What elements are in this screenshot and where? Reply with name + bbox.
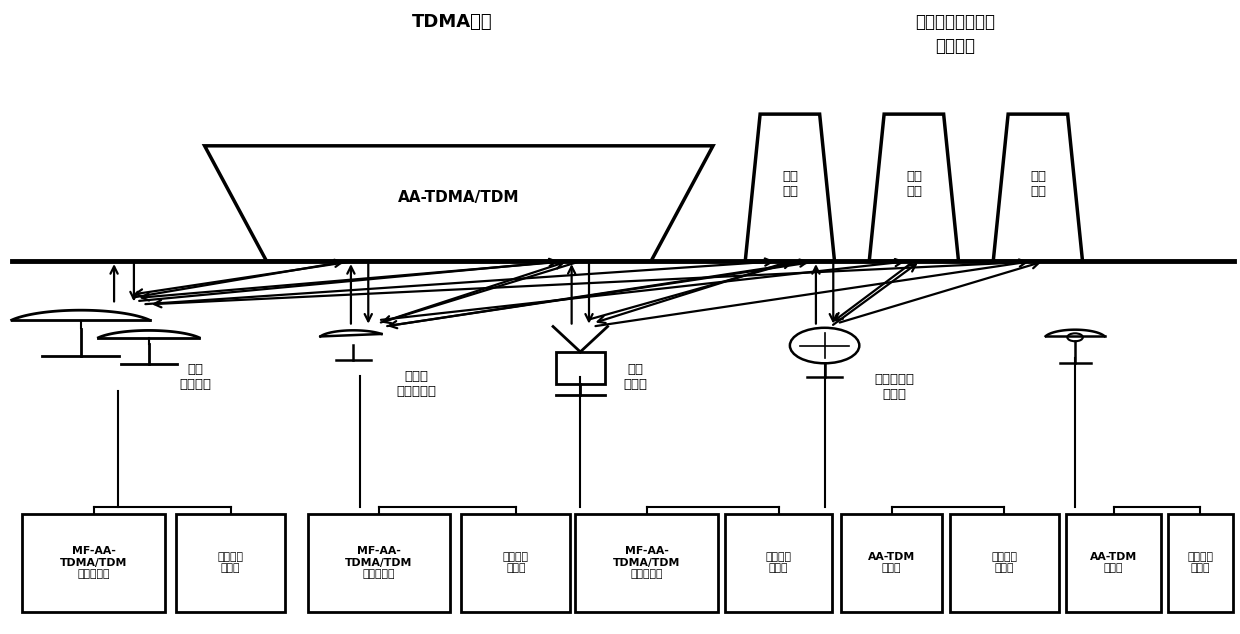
Bar [1168,514,1233,612]
Bar [22,514,165,612]
Bar [950,514,1059,612]
Text: 普通
卫星站: 普通 卫星站 [624,363,647,391]
Bar [556,352,605,384]
Text: AA-TDM
解调器: AA-TDM 解调器 [868,552,915,574]
Text: MF-AA-
TDMA/TDM
调制解调器: MF-AA- TDMA/TDM 调制解调器 [613,546,681,579]
Text: 入向
载波: 入向 载波 [1030,171,1045,198]
Text: 入向载波
解调器: 入向载波 解调器 [992,552,1017,574]
Text: TDMA网络: TDMA网络 [412,13,494,31]
Text: 入向
载波: 入向 载波 [906,171,921,198]
Text: 回传网络: 回传网络 [935,37,975,55]
Text: 小口径天线
卫星站: 小口径天线 卫星站 [874,373,914,401]
Text: MF-AA-
TDMA/TDM
调制解调器: MF-AA- TDMA/TDM 调制解调器 [345,546,413,579]
Text: AA-TDM
调制器: AA-TDM 调制器 [1090,552,1137,574]
Bar [841,514,942,612]
Text: 入向
载波: 入向 载波 [782,171,797,198]
Text: 分布式
中心卫星站: 分布式 中心卫星站 [397,370,436,398]
Text: 入向载波
调制器: 入向载波 调制器 [766,552,791,574]
Text: 入向载波
解调器: 入向载波 解调器 [218,552,243,574]
Text: AA-TDMA/TDM: AA-TDMA/TDM [398,190,520,205]
Bar [308,514,450,612]
Bar [575,514,718,612]
Bar [176,514,285,612]
Text: 中心
卫星主站: 中心 卫星主站 [180,363,212,391]
Bar [1066,514,1161,612]
Bar [725,514,832,612]
Text: MF-AA-
TDMA/TDM
调制解调器: MF-AA- TDMA/TDM 调制解调器 [60,546,128,579]
Bar [461,514,570,612]
Text: 小口径天线卫星站: 小口径天线卫星站 [915,13,994,31]
Text: 入向载波
调制器: 入向载波 调制器 [1188,552,1213,574]
Text: 入向载波
解调器: 入向载波 解调器 [503,552,528,574]
